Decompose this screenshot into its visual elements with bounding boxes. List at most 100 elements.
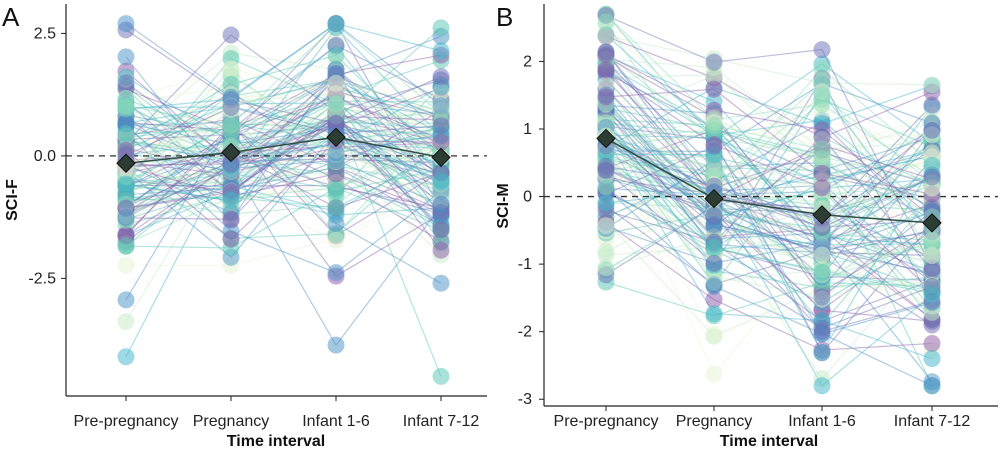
individual-line	[125, 142, 442, 243]
individual-point	[597, 27, 615, 45]
individual-point	[813, 344, 831, 362]
individual-line	[605, 121, 933, 177]
individual-line	[605, 87, 933, 309]
individual-line	[125, 58, 442, 151]
individual-line	[125, 135, 442, 202]
individual-point	[222, 156, 240, 174]
mean-point	[116, 153, 136, 173]
individual-line	[605, 125, 933, 286]
individual-line	[125, 74, 442, 195]
individual-line	[125, 116, 442, 193]
y-tick-label: -1	[518, 256, 532, 273]
individual-line	[125, 141, 442, 239]
individual-point	[705, 325, 723, 343]
individual-point	[117, 125, 135, 143]
individual-line	[125, 84, 442, 176]
mean-point	[812, 205, 832, 225]
individual-point	[597, 157, 615, 175]
individual-line	[125, 23, 442, 126]
individual-line	[125, 59, 442, 138]
y-tick-label: -2.5	[28, 270, 56, 287]
individual-point	[597, 13, 615, 31]
individual-line	[605, 77, 933, 306]
individual-line	[125, 104, 442, 161]
individual-line	[605, 192, 933, 322]
individual-line	[125, 149, 442, 322]
individual-line	[605, 81, 933, 256]
individual-lines	[125, 22, 442, 377]
individual-line	[605, 103, 933, 201]
individual-line	[605, 131, 933, 219]
x-tick-label: Pre-pregnancy	[74, 413, 179, 430]
individual-point	[432, 221, 450, 239]
individual-line	[605, 129, 933, 246]
individual-line	[125, 184, 442, 215]
individual-line	[125, 76, 442, 209]
individual-line	[125, 108, 442, 167]
individual-line	[605, 135, 933, 256]
individual-line	[125, 22, 442, 111]
individual-line	[605, 143, 933, 335]
individual-line	[605, 136, 933, 189]
individual-point	[705, 254, 723, 272]
individual-line	[125, 123, 442, 183]
individual-line	[605, 129, 933, 272]
individual-point	[813, 288, 831, 306]
individual-line	[125, 112, 442, 377]
individual-line	[605, 60, 933, 202]
individual-point	[327, 94, 345, 112]
individual-point	[327, 74, 345, 92]
individual-line	[605, 178, 933, 228]
individual-point	[597, 194, 615, 212]
individual-point	[923, 286, 941, 304]
individual-line	[605, 71, 933, 220]
individual-line	[605, 26, 933, 197]
individual-line	[605, 125, 933, 354]
individual-point	[923, 144, 941, 162]
individual-line	[125, 45, 442, 177]
individual-line	[605, 51, 933, 232]
individual-point	[597, 178, 615, 196]
individual-line	[605, 205, 933, 326]
individual-line	[125, 145, 442, 202]
individual-line	[125, 130, 442, 164]
individual-point	[117, 175, 135, 193]
individual-line	[125, 77, 442, 207]
individual-line	[605, 129, 933, 278]
individual-line	[605, 137, 933, 360]
individual-line	[125, 139, 442, 347]
individual-point	[923, 247, 941, 265]
mean-point	[326, 127, 346, 147]
individual-line	[125, 122, 442, 301]
individual-line	[605, 174, 933, 289]
individual-line	[605, 128, 933, 217]
individual-point	[923, 168, 941, 186]
individual-point	[222, 191, 240, 209]
mean-line	[125, 136, 442, 164]
individual-point	[432, 367, 450, 385]
individual-line	[125, 121, 442, 215]
individual-line	[125, 134, 442, 203]
individual-line	[125, 151, 442, 194]
individual-line	[125, 86, 442, 157]
individual-line	[605, 159, 933, 187]
individual-point	[327, 264, 345, 282]
individual-line	[605, 79, 933, 192]
x-tick-label: Infant 1-6	[302, 413, 370, 430]
individual-point	[117, 256, 135, 274]
y-axis-title-a: SCI-F	[4, 179, 21, 221]
y-tick-label: -3	[518, 391, 532, 408]
y-tick-label: 2	[523, 53, 532, 70]
individual-line	[125, 147, 442, 245]
individual-line	[125, 125, 442, 202]
individual-line	[125, 148, 442, 221]
individual-line	[125, 126, 442, 209]
individual-point	[705, 53, 723, 71]
individual-line	[605, 67, 933, 282]
individual-point	[813, 263, 831, 281]
individual-point	[705, 67, 723, 85]
individual-line	[605, 35, 933, 139]
individual-line	[605, 74, 933, 206]
individual-point	[222, 88, 240, 106]
individual-line	[125, 100, 442, 159]
